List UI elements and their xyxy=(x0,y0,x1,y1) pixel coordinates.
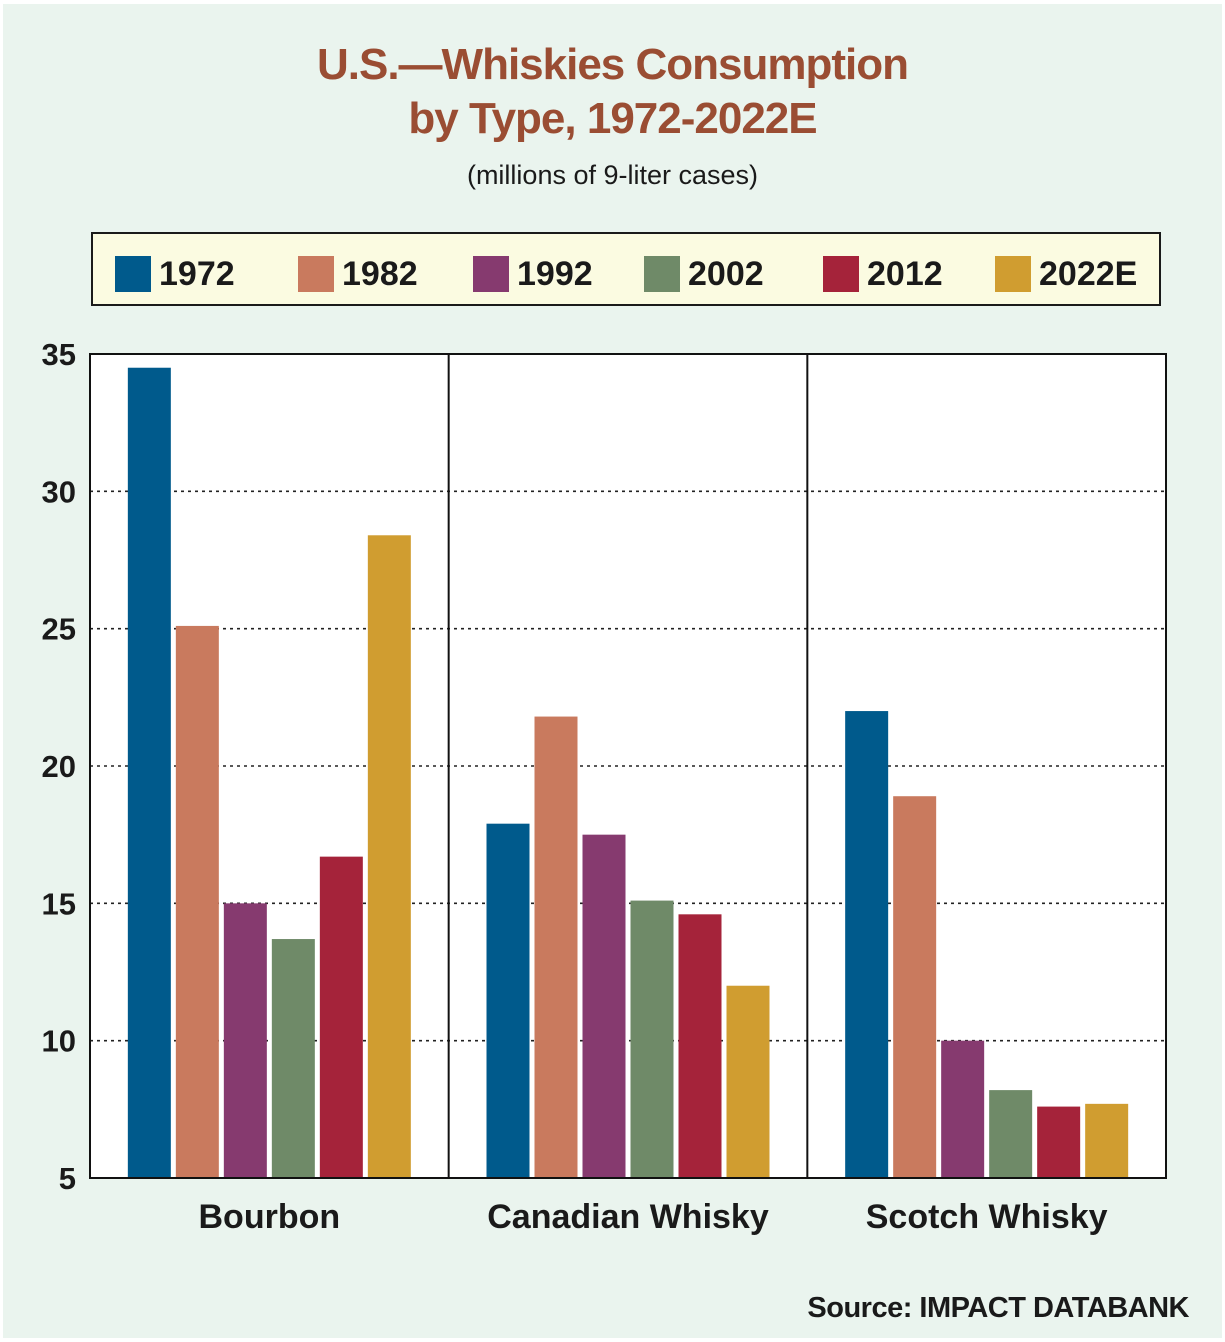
x-category-label: Scotch Whisky xyxy=(866,1198,1108,1236)
legend-label: 2022E xyxy=(1039,255,1138,293)
y-tick-label: 20 xyxy=(42,749,76,784)
bar-2002-scotch-whisky xyxy=(989,1090,1033,1178)
legend-label: 2012 xyxy=(867,255,943,293)
y-tick-label: 5 xyxy=(59,1161,76,1196)
source-note: Source: IMPACT DATABANK xyxy=(807,1292,1189,1324)
bar-2002-bourbon xyxy=(271,939,315,1178)
bar-1982-scotch-whisky xyxy=(893,796,937,1178)
legend-swatch xyxy=(823,256,859,292)
chart-title-line-1: U.S.—Whiskies Consumption xyxy=(316,40,909,89)
legend-label: 1982 xyxy=(342,255,418,293)
bar-1992-canadian-whisky xyxy=(582,834,626,1178)
chart-subtitle: (millions of 9-liter cases) xyxy=(466,160,759,190)
legend-label: 1992 xyxy=(517,255,593,293)
bar-2022e-bourbon xyxy=(367,535,411,1178)
legend-swatch xyxy=(473,256,509,292)
y-tick-label: 15 xyxy=(42,886,76,921)
chart-title-line-2: by Type, 1972-2022E xyxy=(408,94,817,143)
x-category-label: Bourbon xyxy=(199,1198,341,1236)
bar-1972-scotch-whisky xyxy=(845,711,889,1178)
bar-1992-scotch-whisky xyxy=(941,1040,985,1178)
x-category-label: Canadian Whisky xyxy=(487,1198,769,1236)
legend-swatch xyxy=(644,256,680,292)
y-tick-label: 30 xyxy=(42,474,76,509)
legend: 1972 1982 1992 2002 2012 2022E xyxy=(91,232,1161,306)
legend-swatch xyxy=(995,256,1031,292)
bar-2022e-canadian-whisky xyxy=(726,985,770,1178)
legend-swatch xyxy=(298,256,334,292)
y-tick-label: 10 xyxy=(42,1024,76,1059)
y-tick-label: 25 xyxy=(42,612,76,647)
legend-label: 1972 xyxy=(159,255,235,293)
bar-2012-canadian-whisky xyxy=(678,914,722,1178)
bar-2002-canadian-whisky xyxy=(630,900,674,1178)
bar-1982-bourbon xyxy=(175,625,219,1178)
legend-label: 2002 xyxy=(688,255,764,293)
legend-swatch xyxy=(115,256,151,292)
bar-2012-bourbon xyxy=(319,856,363,1178)
bar-1992-bourbon xyxy=(223,903,267,1178)
bar-1972-bourbon xyxy=(127,367,171,1178)
plot-frame xyxy=(89,353,1167,1179)
y-tick-label: 35 xyxy=(42,337,76,372)
bar-2012-scotch-whisky xyxy=(1037,1106,1081,1178)
bar-1972-canadian-whisky xyxy=(486,823,530,1178)
bar-2022e-scotch-whisky xyxy=(1085,1103,1129,1178)
bar-1982-canadian-whisky xyxy=(534,716,578,1178)
